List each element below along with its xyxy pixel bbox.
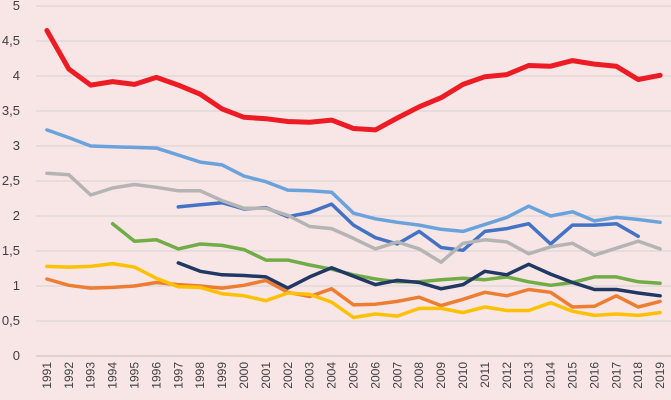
y-tick-label: 1	[13, 278, 20, 293]
x-tick-label: 2013	[522, 362, 536, 389]
x-tick-label: 1999	[215, 362, 229, 389]
series-lines	[44, 28, 663, 320]
y-tick-label: 4,5	[2, 33, 20, 48]
x-tick-label: 1995	[128, 362, 142, 389]
series-line-5	[110, 221, 662, 288]
y-tick-label: 3	[13, 138, 20, 153]
y-tick-label: 0,5	[2, 313, 20, 328]
x-tick-label: 2000	[237, 362, 251, 389]
x-tick-label: 2003	[303, 362, 317, 389]
x-tick-label: 2005	[347, 362, 361, 389]
series-line-4	[45, 171, 662, 264]
x-tick-label: 1992	[62, 362, 76, 389]
series-line-2	[45, 128, 662, 234]
x-tick-label: 2016	[587, 362, 601, 389]
series-line-6	[176, 261, 662, 298]
y-tick-label: 3,5	[2, 103, 20, 118]
y-axis-ticks: 0 0,5 1 1,5 2 2,5 3 3,5 4 4,5 5	[2, 0, 20, 363]
x-tick-label: 2015	[565, 362, 579, 389]
x-tick-label: 1994	[106, 362, 120, 389]
x-tick-label: 2002	[281, 362, 295, 389]
x-tick-label: 1991	[40, 362, 54, 389]
x-tick-label: 2004	[325, 362, 339, 389]
x-tick-label: 1993	[84, 362, 98, 389]
x-tick-label: 2017	[609, 362, 623, 389]
x-tick-label: 2009	[434, 362, 448, 389]
x-tick-label: 2008	[412, 362, 426, 389]
x-tick-label: 1997	[171, 362, 185, 389]
x-tick-label: 2011	[478, 362, 492, 388]
series-line-1	[44, 28, 663, 133]
x-tick-label: 2007	[390, 362, 404, 389]
x-tick-label: 2018	[631, 362, 645, 389]
x-tick-label: 2014	[544, 362, 558, 389]
y-tick-label: 2,5	[2, 173, 20, 188]
y-tick-label: 5	[13, 0, 20, 13]
y-tick-label: 2	[13, 208, 20, 223]
x-tick-label: 1996	[149, 362, 163, 389]
x-axis-ticks: 1991 1992 1993 1994 1995 1996 1997 1998 1999 2000…	[40, 362, 667, 389]
x-tick-label: 2019	[653, 362, 667, 389]
x-tick-label: 2010	[456, 362, 470, 389]
y-tick-label: 0	[13, 348, 20, 363]
y-tick-label: 1,5	[2, 243, 20, 258]
x-tick-label: 2012	[500, 362, 514, 389]
series-line-8	[45, 261, 662, 320]
series-line-7	[45, 277, 662, 309]
y-tick-label: 4	[13, 68, 20, 83]
x-tick-label: 2001	[259, 362, 273, 389]
x-tick-label: 1998	[193, 362, 207, 389]
x-tick-label: 2006	[368, 362, 382, 389]
